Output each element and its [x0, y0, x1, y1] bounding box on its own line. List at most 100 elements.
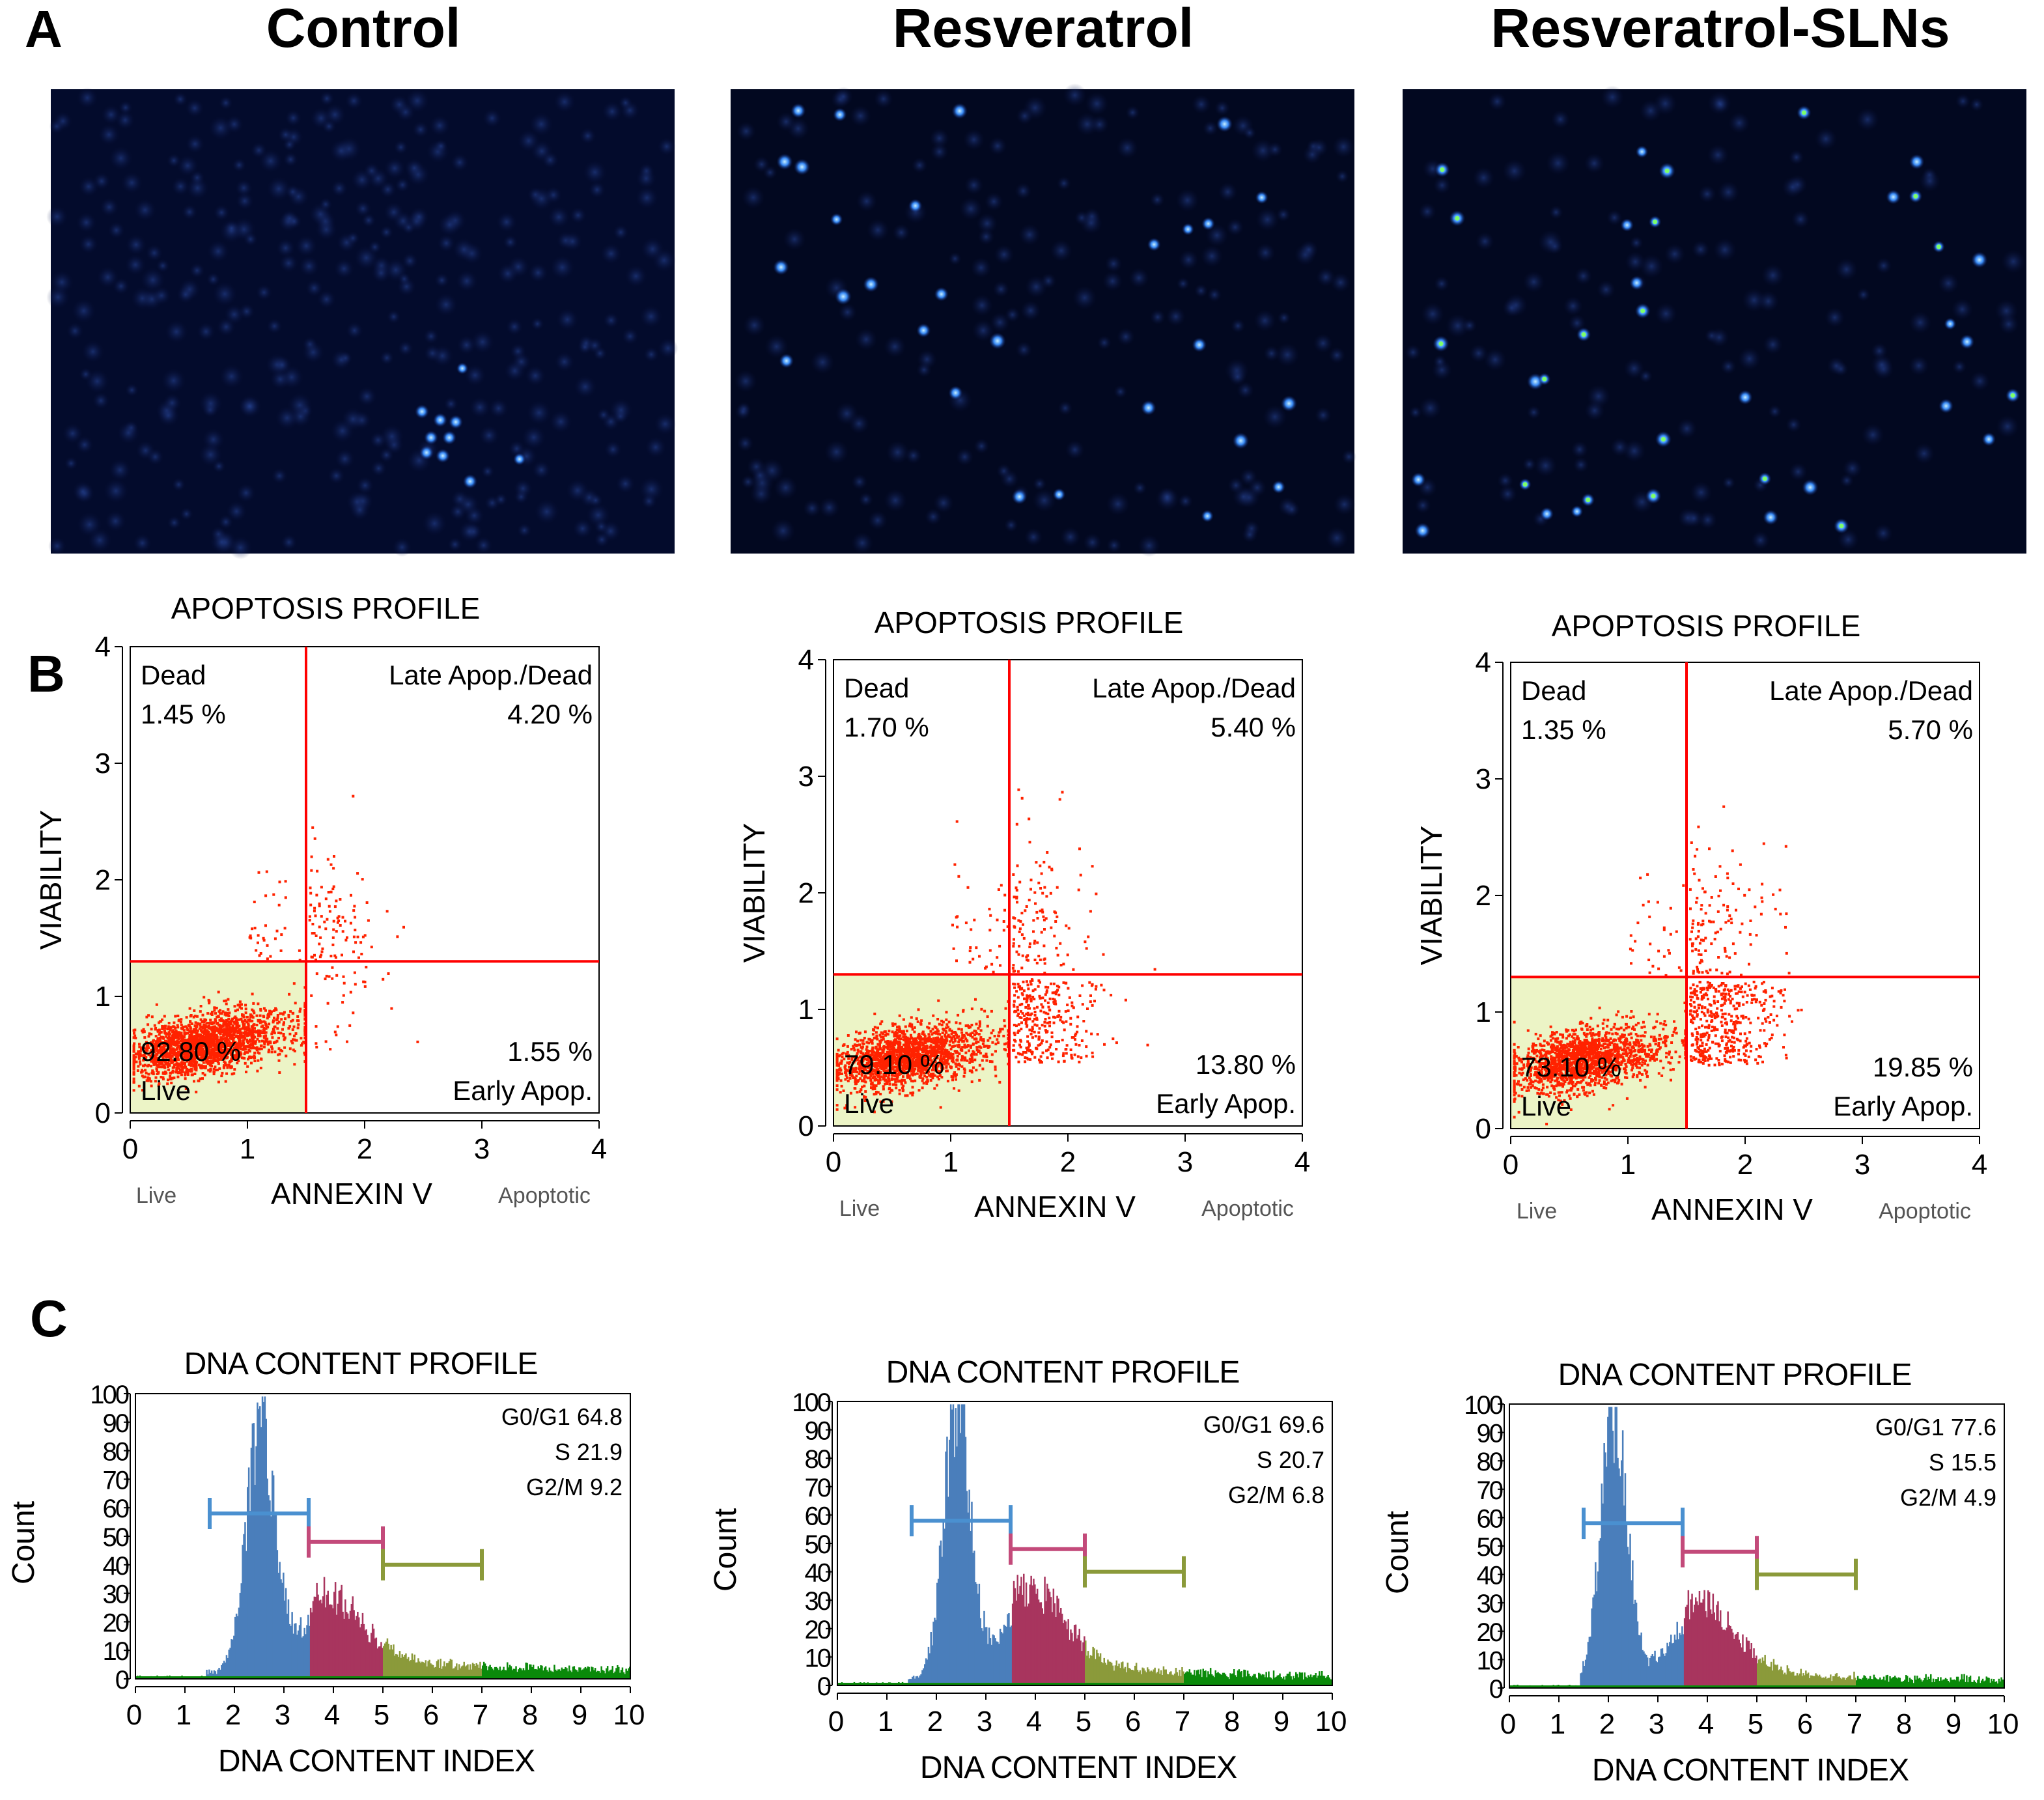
scatter-point	[979, 1052, 982, 1055]
dim-nucleus	[925, 508, 942, 526]
scatter-point	[835, 1104, 839, 1107]
scatter-point	[229, 1034, 232, 1037]
scatter-point	[1102, 989, 1106, 992]
scatter-point	[133, 1032, 135, 1035]
dim-nucleus	[1476, 232, 1494, 251]
scatter-point	[205, 1022, 208, 1025]
scatter-point	[227, 1008, 230, 1011]
dim-nucleus	[1563, 296, 1583, 316]
scatter-point	[259, 1044, 262, 1047]
dim-nucleus	[392, 537, 412, 557]
scatter-point	[1026, 1048, 1029, 1052]
condition-title-resveratrol: Resveratrol	[893, 0, 1194, 59]
scatter-point	[253, 1056, 257, 1059]
scatter-point	[212, 1035, 216, 1039]
scatter-point	[210, 1040, 213, 1043]
green-core	[1542, 376, 1547, 382]
dim-nucleus	[550, 255, 574, 279]
stained-nucleus	[791, 103, 806, 119]
dim-nucleus	[529, 187, 553, 210]
scatter-point	[188, 1062, 191, 1065]
dim-nucleus	[1176, 277, 1190, 290]
scatter-point	[208, 1002, 211, 1005]
scatter-point	[275, 1008, 278, 1011]
scatter-point	[291, 1041, 294, 1045]
dim-nucleus	[361, 213, 376, 228]
scatter-point	[1026, 1013, 1029, 1017]
dim-nucleus	[1232, 485, 1255, 508]
scatter-point	[159, 1036, 161, 1039]
scatter-point	[203, 1036, 206, 1039]
scatter-point	[224, 1011, 227, 1015]
scatter-point	[298, 949, 301, 952]
scatter-point	[201, 1050, 204, 1053]
scatter-point	[1056, 1015, 1059, 1018]
scatter-point	[234, 1042, 238, 1045]
scatter-point	[234, 1022, 236, 1025]
scatter-point	[212, 1037, 216, 1041]
scatter-point	[1018, 1052, 1022, 1056]
scatter-point	[175, 1044, 178, 1047]
scatter-point	[208, 1037, 211, 1040]
scatter-point	[199, 1041, 203, 1045]
scatter-point	[186, 1046, 189, 1049]
scatter-point	[929, 1030, 932, 1033]
dim-nucleus	[469, 397, 490, 418]
scatter-point	[170, 1082, 173, 1084]
scatter-point	[282, 1034, 285, 1037]
dim-nucleus	[1571, 441, 1588, 458]
scatter-point	[909, 1034, 912, 1037]
scatter-point	[1035, 1018, 1039, 1021]
scatter-point	[193, 1041, 197, 1044]
scatter-point	[277, 1037, 280, 1039]
scatter-point	[193, 1009, 196, 1012]
dim-nucleus	[236, 192, 254, 210]
scatter-point	[193, 1073, 197, 1075]
scatter-point	[1024, 1060, 1027, 1063]
scatter-point	[253, 927, 257, 930]
dim-nucleus	[556, 309, 578, 331]
dim-nucleus	[988, 136, 1007, 156]
dim-nucleus	[1707, 144, 1729, 166]
dim-nucleus	[443, 397, 458, 412]
scatter-point	[209, 1042, 212, 1045]
scatter-point	[270, 1010, 273, 1013]
dim-nucleus	[1015, 341, 1033, 358]
scatter-point	[1091, 1051, 1094, 1054]
scatter-point	[899, 1034, 902, 1037]
stained-nucleus	[948, 386, 963, 401]
scatter-point	[336, 916, 339, 920]
scatter-point	[267, 1050, 270, 1054]
scatter-point	[195, 1056, 199, 1059]
dim-nucleus	[281, 534, 298, 550]
scatter-point	[202, 1066, 205, 1069]
scatter-point	[1045, 1049, 1048, 1052]
scatter-point	[144, 1057, 147, 1060]
scatter-point	[222, 1049, 225, 1052]
scatter-point	[258, 1032, 261, 1035]
scatter-point	[331, 966, 334, 969]
scatter-point	[197, 1042, 199, 1045]
scatter-point	[1013, 1034, 1016, 1037]
dim-nucleus	[1018, 223, 1041, 246]
scatter-point	[271, 1047, 274, 1050]
scatter-point	[342, 975, 345, 978]
dim-nucleus	[109, 146, 133, 170]
dim-nucleus	[1191, 94, 1211, 115]
scatter-point	[214, 1030, 217, 1033]
scatter-point	[1029, 1058, 1032, 1061]
scatter-point	[957, 1089, 960, 1092]
scatter-point	[937, 1044, 940, 1047]
scatter-point	[972, 1042, 975, 1045]
scatter-point	[1146, 1043, 1149, 1047]
scatter-point	[167, 1025, 170, 1028]
scatter-point	[163, 1044, 167, 1047]
scatter-point	[1029, 1032, 1033, 1035]
scatter-point	[884, 1082, 887, 1086]
dim-nucleus	[1102, 271, 1123, 292]
scatter-point	[983, 1045, 986, 1048]
dim-nucleus	[593, 346, 608, 361]
dim-nucleus	[517, 523, 532, 538]
scatter-point	[1017, 985, 1020, 989]
scatter-point	[143, 1053, 146, 1056]
